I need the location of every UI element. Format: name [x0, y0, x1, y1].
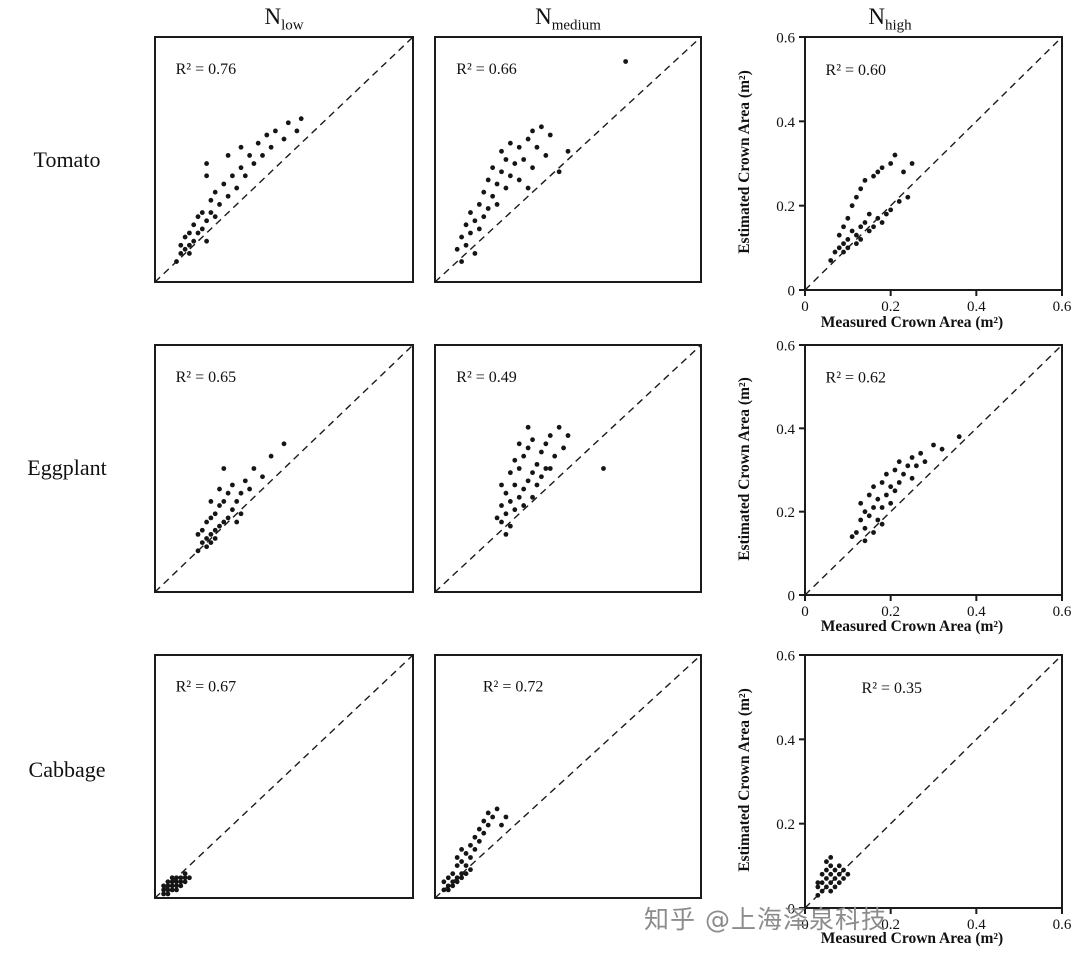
svg-text:0.4: 0.4: [776, 422, 795, 438]
column-header-n-medium-main: N: [535, 4, 552, 29]
svg-text:0.6: 0.6: [1053, 299, 1072, 315]
x-axis-label-row3: Measured Crown Area (m²): [820, 930, 1004, 947]
column-header-n-low-main: N: [264, 4, 282, 29]
svg-text:0: 0: [801, 604, 809, 620]
svg-text:R² = 0.66: R² = 0.66: [456, 61, 517, 78]
scatter-plot-cabbage-n-medium: R² = 0.72: [434, 654, 702, 899]
column-header-n-low-sub: low: [281, 17, 304, 34]
svg-text:0: 0: [788, 902, 796, 918]
svg-text:0.6: 0.6: [776, 339, 795, 355]
scatter-plot-tomato-n-high: R² = 0.60 0 0.2 0.4 0.6 0 0.2 0.4 0.6: [776, 31, 1072, 316]
svg-text:0.2: 0.2: [881, 604, 900, 620]
svg-text:0.6: 0.6: [1053, 917, 1072, 933]
svg-text:0.2: 0.2: [881, 917, 900, 933]
svg-text:0.4: 0.4: [967, 917, 986, 933]
y-axis-label-row1: Estimated Crown Area (m²): [736, 70, 753, 254]
svg-text:0.2: 0.2: [881, 299, 900, 315]
column-header-n-high: Nhigh: [820, 4, 960, 35]
svg-text:0: 0: [801, 917, 809, 933]
zhihu-watermark: 知乎 @上海泽泉科技: [644, 905, 887, 934]
svg-text:0.4: 0.4: [776, 115, 795, 131]
scatter-plot-eggplant-n-high: R² = 0.62 0 0.2 0.4 0.6 0 0.2 0.4 0.6: [776, 339, 1072, 621]
column-header-n-low: Nlow: [214, 4, 354, 35]
svg-text:R² = 0.49: R² = 0.49: [456, 369, 517, 386]
column-header-n-high-sub: high: [884, 17, 912, 34]
svg-text:R² = 0.65: R² = 0.65: [176, 369, 237, 386]
column-header-n-medium-sub: medium: [551, 17, 601, 34]
svg-text:R² = 0.76: R² = 0.76: [176, 61, 237, 78]
y-axis-label-row3: Estimated Crown Area (m²): [736, 688, 753, 872]
svg-text:R² = 0.67: R² = 0.67: [176, 678, 237, 695]
svg-text:0.2: 0.2: [776, 817, 795, 833]
scatter-plot-eggplant-n-medium: R² = 0.49: [434, 344, 702, 593]
x-axis-label-row2: Measured Crown Area (m²): [820, 618, 1004, 635]
scatter-plot-cabbage-n-high: R² = 0.35 0 0.2 0.4 0.6 0 0.2 0.4 0.6: [776, 649, 1072, 934]
svg-text:0: 0: [788, 589, 796, 605]
svg-text:0.6: 0.6: [776, 649, 795, 665]
svg-text:R² = 0.72: R² = 0.72: [483, 678, 544, 695]
svg-text:0.4: 0.4: [776, 733, 795, 749]
column-header-n-high-main: N: [868, 4, 885, 29]
svg-text:R² = 0.60: R² = 0.60: [826, 62, 887, 79]
scatter-plot-cabbage-n-low: R² = 0.67: [154, 654, 414, 899]
svg-text:0.2: 0.2: [776, 199, 795, 215]
scatter-plot-tomato-n-medium: R² = 0.66: [434, 36, 702, 283]
x-axis-label-row1: Measured Crown Area (m²): [820, 314, 1004, 331]
row-label-cabbage: Cabbage: [28, 757, 106, 782]
scatter-plot-eggplant-n-low: R² = 0.65: [154, 344, 414, 593]
svg-text:0.4: 0.4: [967, 299, 986, 315]
svg-text:R² = 0.35: R² = 0.35: [862, 680, 923, 697]
svg-text:R² = 0.62: R² = 0.62: [826, 370, 887, 387]
scatter-plot-tomato-n-low: R² = 0.76: [154, 36, 414, 283]
svg-text:0.2: 0.2: [776, 505, 795, 521]
svg-text:0.4: 0.4: [967, 604, 986, 620]
svg-text:0: 0: [801, 299, 809, 315]
y-axis-label-row2: Estimated Crown Area (m²): [736, 377, 753, 561]
svg-text:0: 0: [788, 284, 796, 300]
svg-text:0.6: 0.6: [1053, 604, 1072, 620]
row-label-tomato: Tomato: [33, 147, 101, 172]
column-header-n-medium: Nmedium: [498, 4, 638, 35]
row-label-eggplant: Eggplant: [27, 455, 107, 480]
svg-text:0.6: 0.6: [776, 31, 795, 47]
